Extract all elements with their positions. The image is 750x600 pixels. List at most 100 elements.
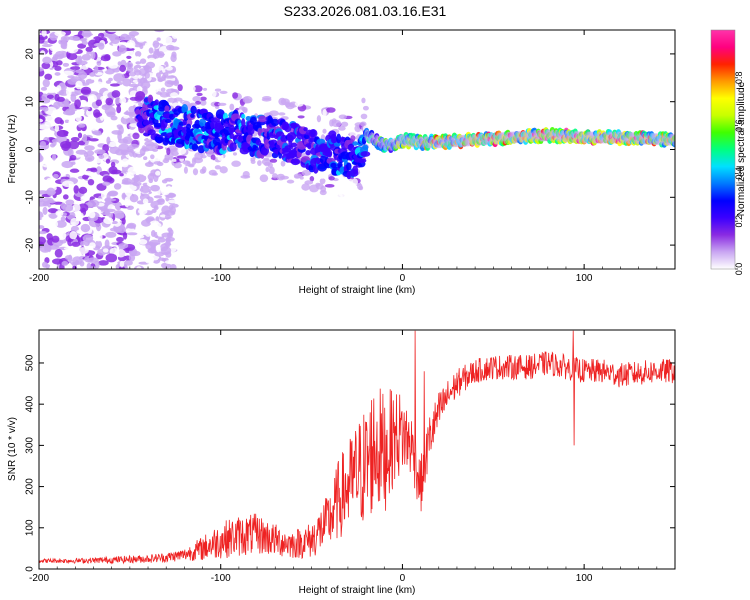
heat-cell — [231, 160, 241, 167]
heat-cell — [328, 176, 335, 181]
heat-cell — [308, 129, 318, 138]
heat-cell — [87, 178, 95, 186]
heat-cell — [196, 92, 203, 97]
heat-cell — [336, 133, 342, 144]
heat-cell — [76, 212, 84, 219]
heat-cell — [183, 166, 188, 174]
heat-cell — [154, 251, 165, 257]
heat-cell — [141, 219, 152, 227]
heat-cell — [77, 132, 83, 139]
heat-cell — [86, 51, 93, 55]
heat-cell — [54, 248, 63, 258]
heat-cell — [297, 115, 305, 119]
heat-cell — [76, 60, 88, 66]
heat-cell — [162, 72, 169, 77]
heat-cell — [136, 266, 142, 269]
heat-cell — [60, 141, 72, 149]
heat-cell — [229, 142, 237, 152]
heat-cell — [67, 148, 74, 158]
heat-cell — [143, 156, 148, 161]
heat-cell — [185, 123, 192, 130]
y-tick-label: 400 — [25, 395, 36, 412]
heat-cell — [79, 38, 87, 42]
heat-cell — [225, 96, 232, 102]
heat-cell — [253, 169, 264, 177]
heat-cell — [62, 62, 70, 67]
heat-cell — [165, 239, 171, 248]
colorbar-tick-label: 0.8 — [734, 72, 744, 85]
heat-cell — [68, 118, 73, 128]
heat-cell — [164, 105, 170, 113]
y-tick-label: 20 — [25, 48, 36, 60]
heat-cell — [301, 183, 311, 191]
heat-cell — [90, 51, 96, 60]
heat-cell — [152, 40, 160, 49]
heat-cell — [72, 265, 77, 269]
heat-cell — [200, 155, 207, 159]
heat-cell — [327, 149, 333, 158]
heat-cell — [191, 143, 199, 152]
colorbar-frame — [710, 29, 736, 270]
heat-cell — [285, 102, 295, 110]
heat-cell — [254, 96, 260, 102]
heat-cell — [259, 174, 269, 183]
heat-cell — [145, 217, 155, 222]
heat-cell — [75, 80, 83, 90]
heat-cell — [362, 144, 369, 150]
heat-cell — [88, 138, 99, 142]
heat-cell — [126, 232, 138, 236]
heat-cell — [192, 95, 202, 102]
heat-cell — [113, 73, 125, 83]
heat-cell — [171, 158, 177, 162]
x-tick-label: -100 — [211, 573, 231, 584]
heat-cell — [109, 83, 120, 87]
heat-cell — [62, 110, 75, 116]
heat-cell — [141, 167, 150, 177]
heat-cell — [185, 166, 196, 170]
heat-cell — [199, 118, 207, 127]
heat-cell — [135, 61, 142, 65]
heat-cell — [105, 253, 118, 263]
heat-cell — [229, 103, 235, 111]
heat-cell — [153, 122, 163, 128]
heat-cell — [285, 169, 295, 175]
heat-cell — [85, 78, 95, 84]
x-tick-label: -100 — [211, 273, 231, 284]
heat-cell — [345, 126, 352, 132]
heat-cell — [89, 59, 98, 68]
heat-cell — [51, 138, 59, 143]
colorbar-tick-label: 0.0 — [734, 263, 744, 276]
heat-cell — [111, 169, 122, 175]
heat-cell — [293, 183, 299, 190]
heat-cell — [123, 115, 130, 119]
heat-cell — [189, 85, 196, 92]
spectrogram-x-label: Height of straight line (km) — [299, 285, 416, 296]
heat-cell — [147, 94, 154, 104]
heat-cell — [103, 217, 114, 225]
heat-cell — [144, 230, 152, 237]
heat-cell — [79, 260, 85, 267]
heat-cell — [55, 210, 64, 217]
heat-cell — [118, 266, 125, 269]
heat-cell — [86, 150, 95, 156]
heat-cell — [81, 64, 89, 70]
heat-cell — [361, 97, 366, 104]
heat-cell — [190, 105, 197, 115]
heat-cell — [148, 47, 154, 54]
heat-cell — [81, 53, 92, 61]
heat-cell — [157, 78, 164, 83]
heat-cell — [176, 155, 187, 159]
heat-cell — [88, 211, 96, 219]
heat-cell — [40, 86, 48, 91]
heat-cell — [62, 203, 74, 212]
heat-cell — [294, 100, 304, 107]
heat-cell — [351, 178, 359, 186]
heat-cell — [319, 178, 326, 185]
heat-cell — [39, 67, 44, 72]
heat-cell — [70, 93, 77, 103]
heat-cell — [41, 261, 48, 268]
heat-cell — [77, 123, 86, 128]
heat-cell — [44, 73, 53, 81]
spectrogram-x-axis: -200 -100 0 100 — [29, 30, 676, 284]
heat-cell — [134, 70, 142, 76]
